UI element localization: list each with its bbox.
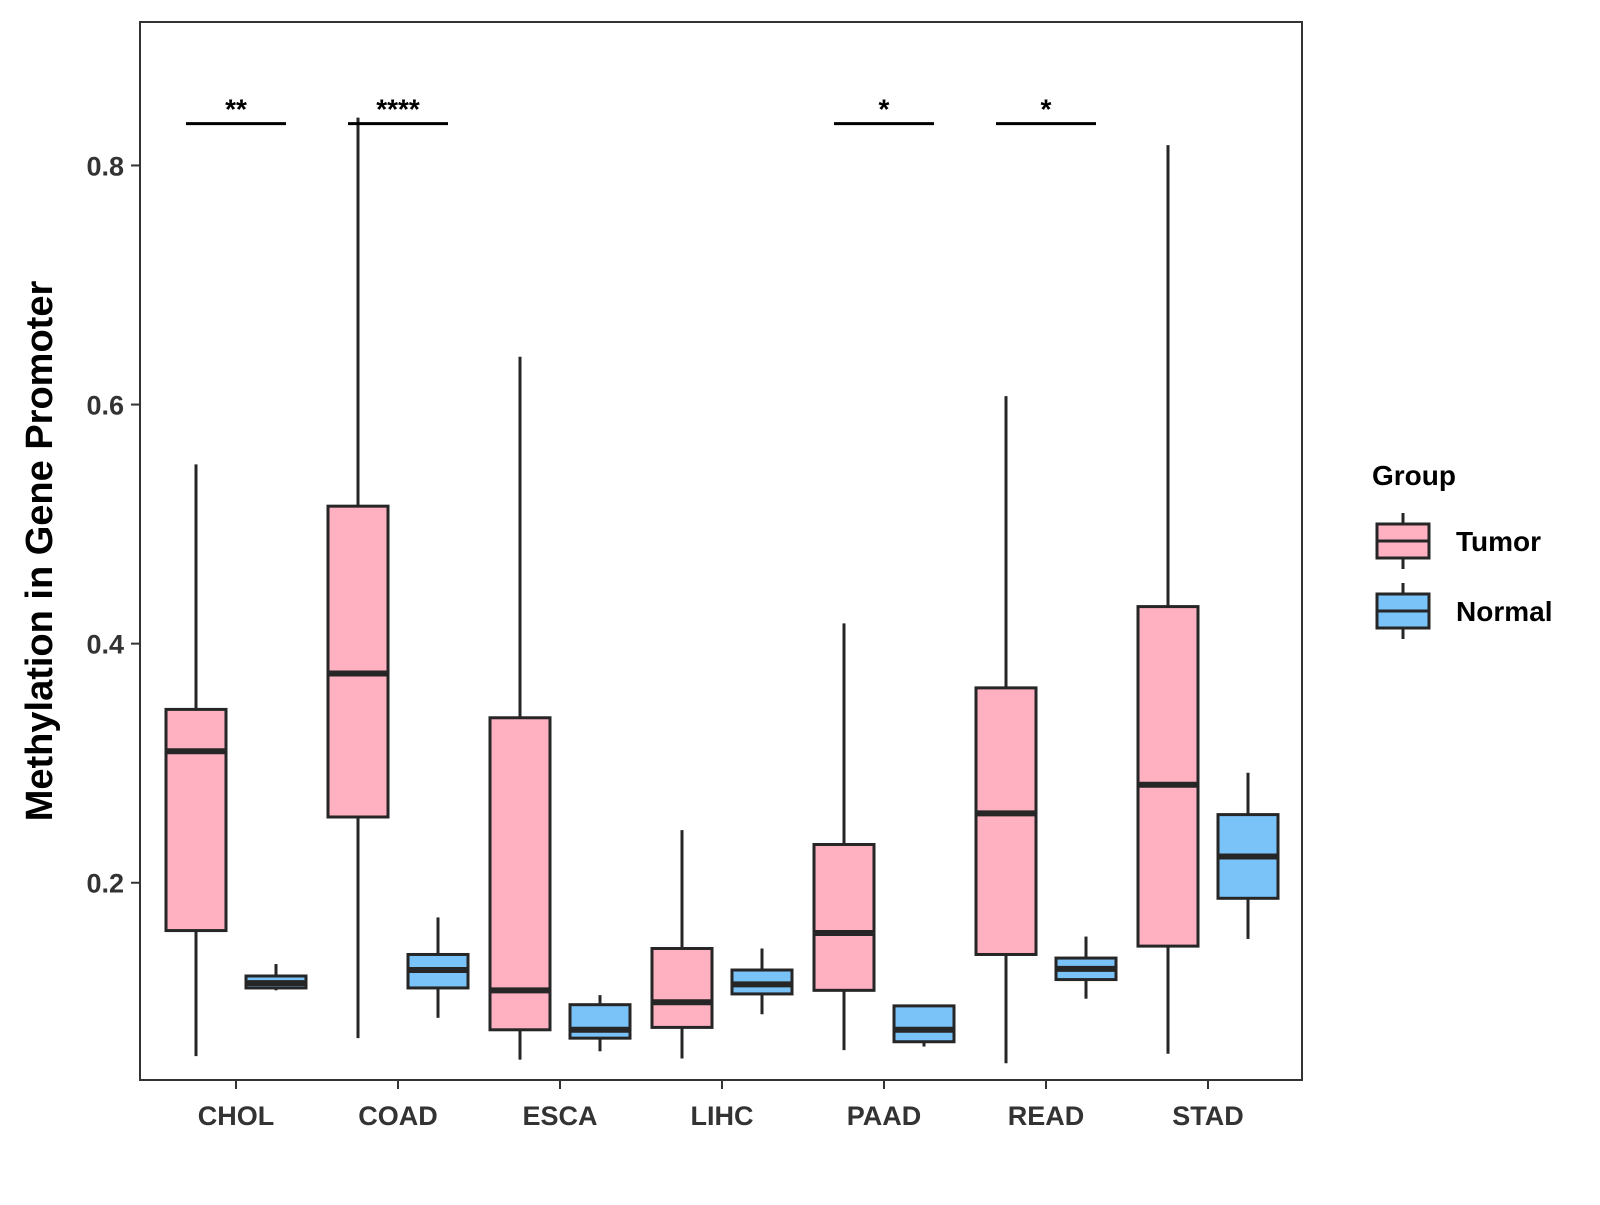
box-body xyxy=(1136,605,1200,948)
x-tick-label: PAAD xyxy=(847,1101,922,1131)
x-tick-label: CHOL xyxy=(198,1101,275,1131)
x-tick-label: READ xyxy=(1008,1101,1085,1131)
legend-title: Group xyxy=(1372,460,1456,491)
x-axis: CHOL COAD ESCA LIHC PAAD READ STAD xyxy=(198,1080,1244,1131)
box-body xyxy=(812,842,876,992)
box-tumor-coad xyxy=(326,117,390,1039)
box-normal-chol xyxy=(244,964,308,991)
x-tick-label: COAD xyxy=(358,1101,438,1131)
x-tick-label: ESCA xyxy=(522,1101,597,1131)
box-normal-paad xyxy=(892,1004,956,1047)
y-axis-title: Methylation in Gene Promoter xyxy=(19,281,61,822)
box-normal-lihc xyxy=(730,948,794,1015)
significance-label: * xyxy=(1041,94,1052,125)
box-body xyxy=(974,686,1038,956)
significance-layer: ** **** * * xyxy=(186,94,1096,126)
box-body xyxy=(892,1004,956,1044)
box-normal-esca xyxy=(568,995,632,1052)
box-normal-stad xyxy=(1216,772,1280,939)
box-tumor-stad xyxy=(1136,145,1200,1054)
y-tick-label: 0.2 xyxy=(86,869,124,899)
box-normal-read xyxy=(1054,936,1118,999)
y-tick-label: 0.4 xyxy=(86,630,124,660)
boxes-layer xyxy=(164,117,1280,1064)
y-tick-label: 0.6 xyxy=(86,391,124,421)
box-tumor-paad xyxy=(812,623,876,1051)
box-body xyxy=(568,1003,632,1040)
significance-label: **** xyxy=(376,94,420,125)
box-normal-coad xyxy=(406,917,470,1018)
legend: Group Tumor Normal xyxy=(1372,460,1552,639)
box-body xyxy=(488,716,552,1032)
box-body xyxy=(164,707,228,933)
x-tick-label: STAD xyxy=(1172,1101,1244,1131)
y-axis: 0.2 0.4 0.6 0.8 xyxy=(86,151,140,899)
box-body xyxy=(650,946,714,1029)
legend-label: Tumor xyxy=(1456,526,1541,557)
plot-panel-border xyxy=(139,21,1303,1081)
box-tumor-chol xyxy=(164,464,228,1057)
x-tick-label: LIHC xyxy=(691,1101,754,1131)
significance-label: * xyxy=(879,94,890,125)
significance-label: ** xyxy=(225,94,247,125)
box-tumor-esca xyxy=(488,356,552,1060)
y-tick-label: 0.8 xyxy=(86,151,124,181)
legend-label: Normal xyxy=(1456,596,1552,627)
box-body xyxy=(326,504,390,819)
box-tumor-lihc xyxy=(650,830,714,1059)
box-tumor-read xyxy=(974,396,1038,1064)
